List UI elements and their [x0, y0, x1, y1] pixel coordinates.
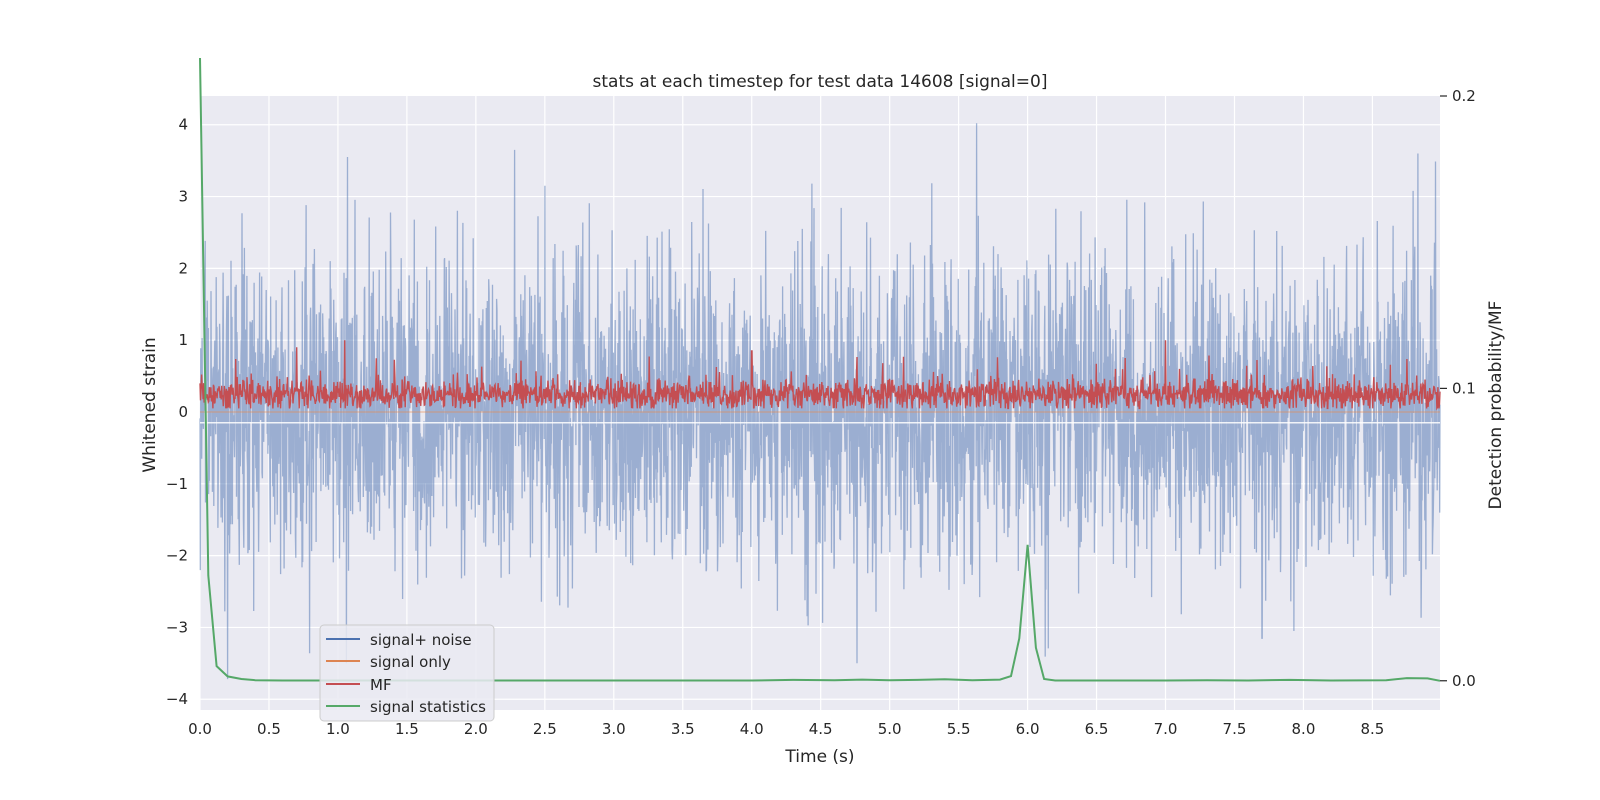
- x-tick-label: 3.5: [671, 720, 695, 738]
- chart-title: stats at each timestep for test data 146…: [593, 72, 1048, 92]
- x-tick-label: 0.0: [188, 720, 212, 738]
- x-tick-label: 5.5: [947, 720, 971, 738]
- y-tick-label-right: 0.0: [1452, 672, 1476, 690]
- x-tick-label: 3.0: [602, 720, 626, 738]
- legend-frame: [319, 624, 495, 722]
- y-tick-label-left: −3: [166, 618, 188, 636]
- x-tick-label: 4.5: [809, 720, 833, 738]
- legend: signal+ noise signal only MF signal stat…: [319, 624, 495, 722]
- y-tick-label-left: −4: [166, 690, 188, 708]
- y-tick-label-left: 3: [178, 188, 188, 206]
- x-tick-label: 0.5: [257, 720, 281, 738]
- y-tick-label-left: 1: [178, 331, 188, 349]
- y-tick-label-right: 0.1: [1452, 379, 1476, 397]
- x-tick-label: 7.0: [1154, 720, 1178, 738]
- x-tick-label: 8.0: [1292, 720, 1316, 738]
- x-tick-label: 6.5: [1085, 720, 1109, 738]
- y-tick-label-left: 4: [178, 116, 188, 134]
- series-mf: [199, 340, 1441, 411]
- legend-label-signal-only: signal only: [370, 653, 451, 671]
- x-tick-label: 2.0: [464, 720, 488, 738]
- y-tick-label-left: −2: [166, 547, 188, 565]
- y-tick-label-left: 2: [178, 259, 188, 277]
- legend-label-mf: MF: [370, 676, 392, 694]
- x-tick-label: 2.5: [533, 720, 557, 738]
- legend-label-signal-noise: signal+ noise: [370, 631, 472, 649]
- y-tick-label-left: −1: [166, 475, 188, 493]
- x-tick-label: 1.5: [395, 720, 419, 738]
- x-tick-label: 5.0: [878, 720, 902, 738]
- y-tick-label-left: 0: [178, 403, 188, 421]
- series-signal-statistics: [199, 57, 1441, 682]
- x-tick-label: 7.5: [1223, 720, 1247, 738]
- y-axis-label-left: Whitened strain: [140, 337, 160, 472]
- x-tick-label: 4.0: [740, 720, 764, 738]
- x-tick-label: 6.0: [1016, 720, 1040, 738]
- x-tick-label: 8.5: [1360, 720, 1384, 738]
- legend-label-signal-statistics: signal statistics: [370, 698, 486, 716]
- y-axis-label-right: Detection probability/MF: [1486, 301, 1506, 510]
- x-axis-label: Time (s): [784, 747, 854, 767]
- series-layer: [199, 57, 1441, 682]
- x-tick-label: 1.0: [326, 720, 350, 738]
- ticks: 0.0 0.5 1.0 1.5 2.0 2.5 3.0 3.5 4.0 4.5 5.0 5.5 6.0 6…: [166, 87, 1476, 738]
- y-tick-label-right: 0.2: [1452, 87, 1476, 105]
